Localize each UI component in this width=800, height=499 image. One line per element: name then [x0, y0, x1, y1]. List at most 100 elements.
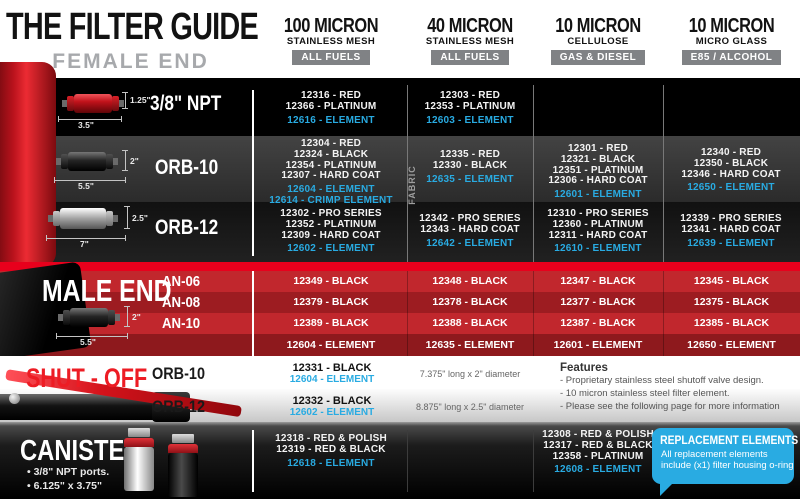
dimension-label: 3.5" — [78, 120, 94, 130]
part-number: 12351 - PLATINUM — [552, 164, 644, 176]
dimension-label: 2" — [132, 312, 141, 322]
cell-orb10-100micron: 12304 - RED 12324 - BLACK 12354 - PLATIN… — [258, 138, 404, 207]
element-number: 12635 - ELEMENT — [426, 173, 514, 185]
product-photo-shutoff-bolt — [9, 393, 20, 404]
filter-fitting — [62, 100, 67, 107]
part-number: 12358 - PLATINUM — [552, 450, 644, 462]
element-number: 12604 - ELEMENT — [289, 374, 375, 385]
part-number: 12304 - RED — [300, 138, 361, 149]
page-title: THE FILTER GUIDE — [6, 6, 259, 48]
row-bg-orb12 — [0, 202, 800, 262]
filter-fitting — [48, 215, 53, 222]
feature-item: - Please see the following page for more… — [560, 401, 780, 412]
cell-orb12-100micron: 12302 - PRO SERIES 12352 - PLATINUM 1230… — [258, 208, 404, 255]
row-label-an06: AN-06 — [162, 273, 201, 290]
filter-photo-male — [58, 308, 120, 327]
section-title-male-end: MALE END — [42, 273, 172, 308]
column-media: CELLULOSE — [567, 36, 629, 47]
mounting-bracket — [172, 434, 194, 443]
filter-fitting — [113, 158, 118, 165]
column-divider — [533, 271, 534, 356]
canister-body — [168, 453, 198, 497]
part-number: 12308 - RED & POLISH — [542, 429, 654, 440]
part-number: 12350 - BLACK — [693, 157, 769, 169]
part-number: 12301 - RED — [567, 143, 628, 154]
fuel-badge: GAS & DIESEL — [550, 50, 646, 65]
row-label-shutoff-orb12: ORB-12 — [152, 397, 206, 416]
cell-orb12-cellulose: 12310 - PRO SERIES 12360 - PLATINUM 1231… — [536, 208, 660, 255]
part-number: 12330 - BLACK — [432, 159, 508, 171]
part-number: 12388 - BLACK — [432, 317, 508, 329]
part-number: 12317 - RED & BLACK — [543, 439, 653, 451]
row-label-npt: 3/8" NPT — [150, 92, 222, 115]
dimension-bracket — [46, 235, 126, 241]
part-number: 12316 - RED — [300, 90, 361, 101]
callout-body: All replacement elements — [661, 449, 768, 460]
part-number: 12360 - PLATINUM — [552, 218, 644, 230]
filter-fitting — [119, 100, 124, 107]
filter-cap — [106, 211, 113, 226]
part-number: 12306 - HARD COAT — [548, 175, 648, 187]
part-number: 12307 - HARD COAT — [281, 170, 381, 182]
section-subtitle-female-end: FEMALE END — [52, 50, 209, 73]
size-note-orb12: 8.875" long x 2.5" diameter — [416, 402, 524, 412]
product-photo-red-filter — [0, 62, 56, 267]
label-column-separator — [252, 430, 254, 492]
element-number: 12601 - ELEMENT — [554, 189, 642, 201]
column-divider — [533, 430, 534, 492]
filter-photo-orb12 — [48, 208, 118, 229]
filter-photo-npt — [62, 94, 124, 113]
size-note-orb10: 7.375" long x 2" diameter — [419, 369, 521, 379]
element-number: 12610 - ELEMENT — [554, 243, 642, 255]
filter-cap — [53, 211, 60, 226]
column-micron: 100 MICRON — [283, 15, 379, 37]
element-number: 12642 - ELEMENT — [426, 237, 514, 249]
column-micron: 10 MICRON — [555, 15, 641, 37]
column-divider — [663, 85, 664, 262]
filter-cap — [112, 96, 119, 111]
part-number: 12387 - BLACK — [560, 317, 636, 329]
column-header-10-micron-micro-glass: 10 MICRON MICRO GLASS E85 / ALCOHOL — [663, 16, 800, 65]
row-bg-an08 — [0, 292, 800, 313]
part-number: 12385 - BLACK — [693, 317, 770, 329]
feature-item: - Proprietary stainless steel shutoff va… — [560, 375, 764, 386]
column-media: MICRO GLASS — [695, 36, 768, 47]
dimension-label: 7" — [80, 239, 89, 249]
part-number: 12347 - BLACK — [560, 275, 636, 287]
part-number: 12352 - PLATINUM — [285, 218, 377, 230]
part-number: 12343 - HARD COAT — [420, 223, 520, 235]
cell-orb12-40micron: 12342 - PRO SERIES 12343 - HARD COAT 126… — [410, 213, 530, 249]
fuel-badge: E85 / ALCOHOL — [681, 50, 782, 65]
filter-fitting — [115, 314, 120, 321]
element-number: 12639 - ELEMENT — [687, 237, 775, 249]
part-number: 12389 - BLACK — [293, 317, 369, 329]
filter-body — [68, 152, 106, 171]
canister-body — [124, 447, 154, 491]
callout-tail — [660, 480, 676, 496]
row-label-an10: AN-10 — [162, 315, 201, 332]
cell-orb12-microglass: 12339 - PRO SERIES 12341 - HARD COAT 126… — [666, 213, 796, 249]
column-divider — [663, 271, 664, 356]
column-media: STAINLESS MESH — [425, 36, 515, 47]
element-number: 12635 - ELEMENT — [425, 339, 515, 351]
part-number: 12377 - BLACK — [560, 296, 636, 308]
dimension-label: 5.5" — [80, 337, 96, 347]
part-number: 12309 - HARD COAT — [281, 229, 381, 241]
fuel-badge: ALL FUELS — [292, 50, 370, 65]
element-number: 12616 - ELEMENT — [287, 114, 375, 126]
dimension-bracket — [124, 306, 130, 327]
dimension-bracket — [124, 206, 130, 229]
part-number: 12302 - PRO SERIES — [280, 208, 382, 219]
replacement-elements-callout: REPLACEMENT ELEMENTS All replacement ele… — [652, 428, 798, 484]
product-photo-canister-polish — [124, 428, 154, 491]
filter-photo-orb10 — [56, 152, 118, 171]
element-number: 12650 - ELEMENT — [687, 339, 776, 351]
mounting-bracket — [128, 428, 150, 437]
female-end-section: 1.25" 3.5" 3/8" NPT 12316 - RED 12366 - … — [0, 62, 800, 267]
part-number: 12310 - PRO SERIES — [547, 208, 649, 219]
canister-cap — [168, 444, 198, 453]
part-number: 12379 - BLACK — [293, 296, 369, 308]
part-number: 12354 - PLATINUM — [285, 159, 377, 171]
part-number: 12335 - RED — [439, 149, 500, 160]
